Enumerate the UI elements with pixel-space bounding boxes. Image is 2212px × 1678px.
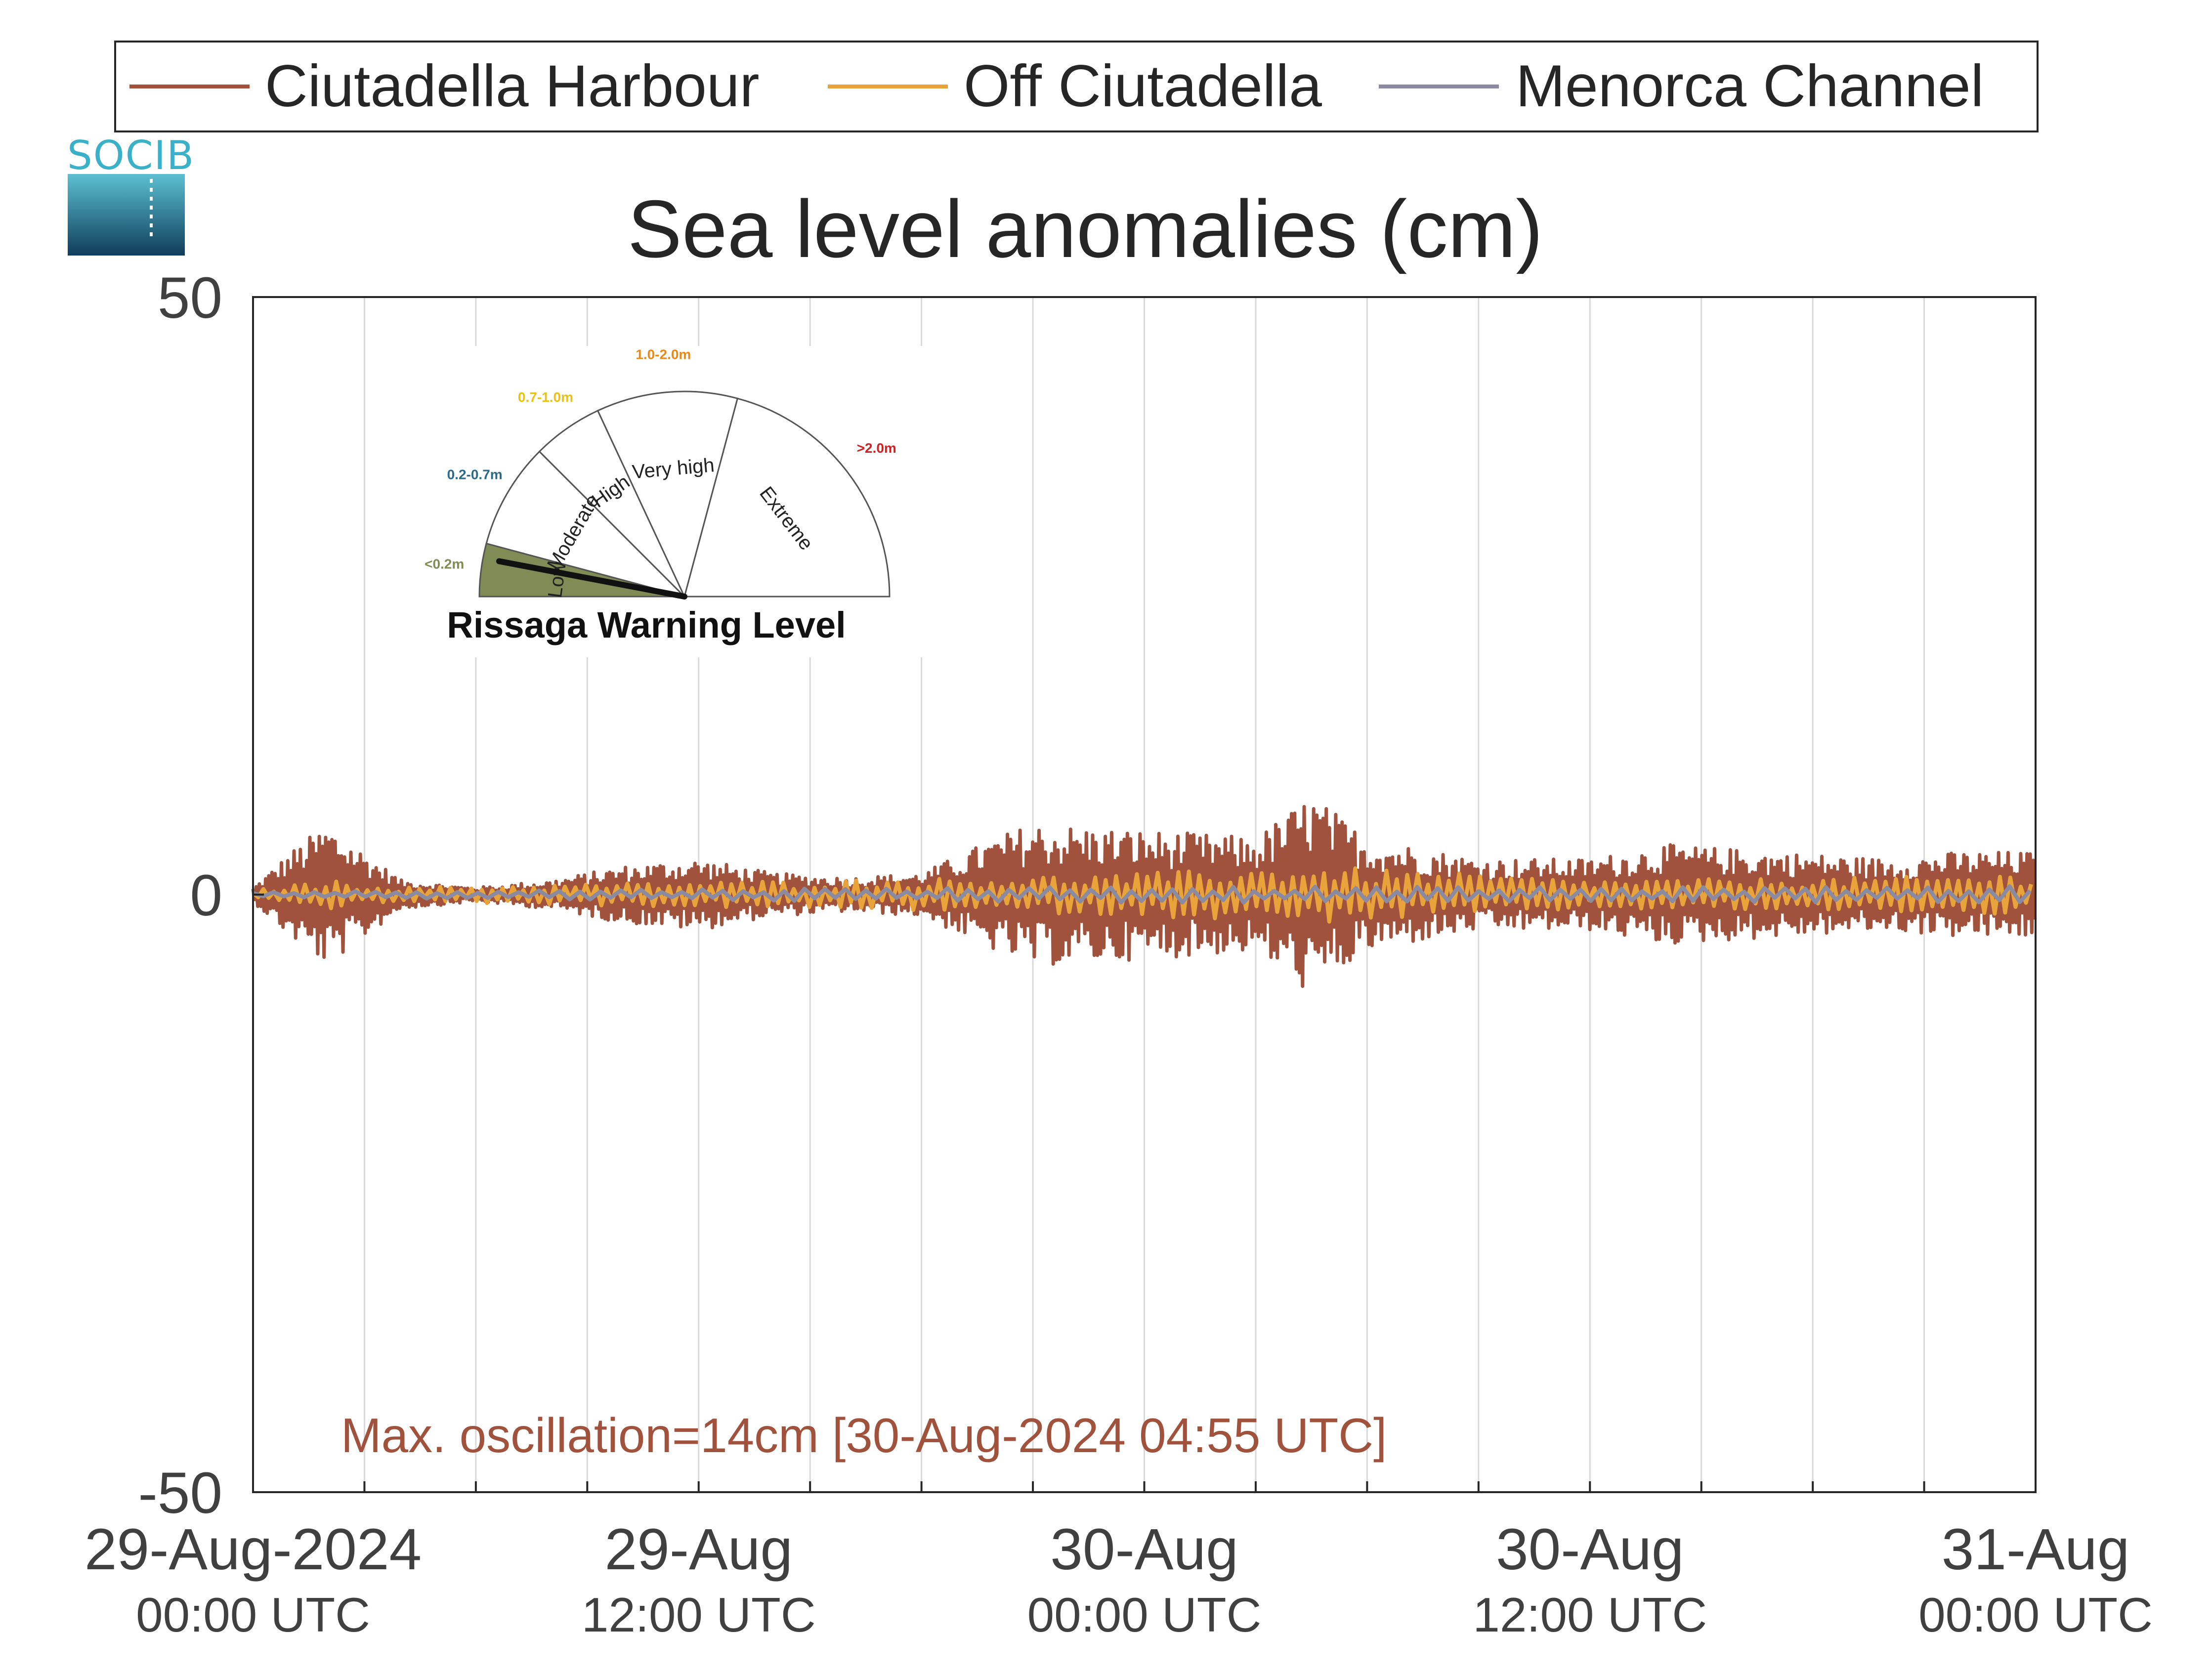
socib-logo-text: SOCIB [67,132,195,178]
gauge-range-label: 1.0-2.0m [636,346,691,362]
socib-logo: SOCIB [67,132,195,256]
y-tick-label: -50 [138,1461,222,1526]
legend-label-ciutadella-harbour: Ciutadella Harbour [265,53,760,119]
x-tick-date-label: 29-Aug-2024 [85,1517,422,1582]
x-tick-time-label: 00:00 UTC [136,1588,370,1642]
x-tick-date-label: 30-Aug [1496,1517,1684,1582]
x-tick-date-label: 31-Aug [1942,1517,2130,1582]
gauge-sector-moderate [485,450,687,598]
max-oscillation-annotation: Max. oscillation=14cm [30-Aug-2024 04:55… [341,1408,1387,1463]
gauge-range-label: 0.7-1.0m [518,389,573,405]
series-layer [251,805,2037,988]
gauge-sector-label: Low [544,560,570,600]
gauge-needle [496,558,687,600]
y-tick-label: 50 [158,265,222,331]
x-tick-time-label: 00:00 UTC [1918,1588,2153,1642]
legend: Ciutadella Harbour Off Ciutadella Menorc… [114,41,2039,132]
series-line-off-ciutadella [252,866,2033,924]
gauge-sectors [478,390,891,599]
legend-label-off-ciutadella: Off Ciutadella [964,53,1322,119]
series-line-ciutadella-harbour [251,805,2037,988]
series-line-menorca-channel [252,884,2032,905]
x-tick-date-label: 30-Aug [1050,1517,1238,1582]
x-tick-time-label: 12:00 UTC [1473,1588,1707,1642]
x-tick-date-label: 29-Aug [604,1517,793,1582]
x-axis: 29-Aug-2024 00:00 UTC 29-Aug 12:00 UTC 30-Au… [85,1481,2153,1642]
y-axis: 50 0 -50 [138,265,264,1526]
gauge-sector-extreme [683,397,891,598]
gauge-range-label: 0.2-0.7m [447,467,503,482]
gauge-range-label: <0.2m [425,556,464,571]
socib-logo-mark [68,174,185,256]
gauge-sector-high [538,409,685,598]
y-tick-label: 0 [190,863,222,928]
legend-label-menorca-channel: Menorca Channel [1516,53,1984,119]
gauge-title: Rissaga Warning Level [447,604,846,645]
gauge-sector-very-high [596,390,739,599]
x-tick-time-label: 12:00 UTC [582,1588,816,1642]
gauge-range-label: >2.0m [857,440,896,456]
x-tick-time-label: 00:00 UTC [1027,1588,1262,1642]
plot-area: 50 0 -50 29-Aug-2024 00:00 UTC 29-Aug 12:00 U… [85,265,2153,1642]
chart-title: Sea level anomalies (cm) [628,183,1543,274]
legend-box [114,41,2039,132]
